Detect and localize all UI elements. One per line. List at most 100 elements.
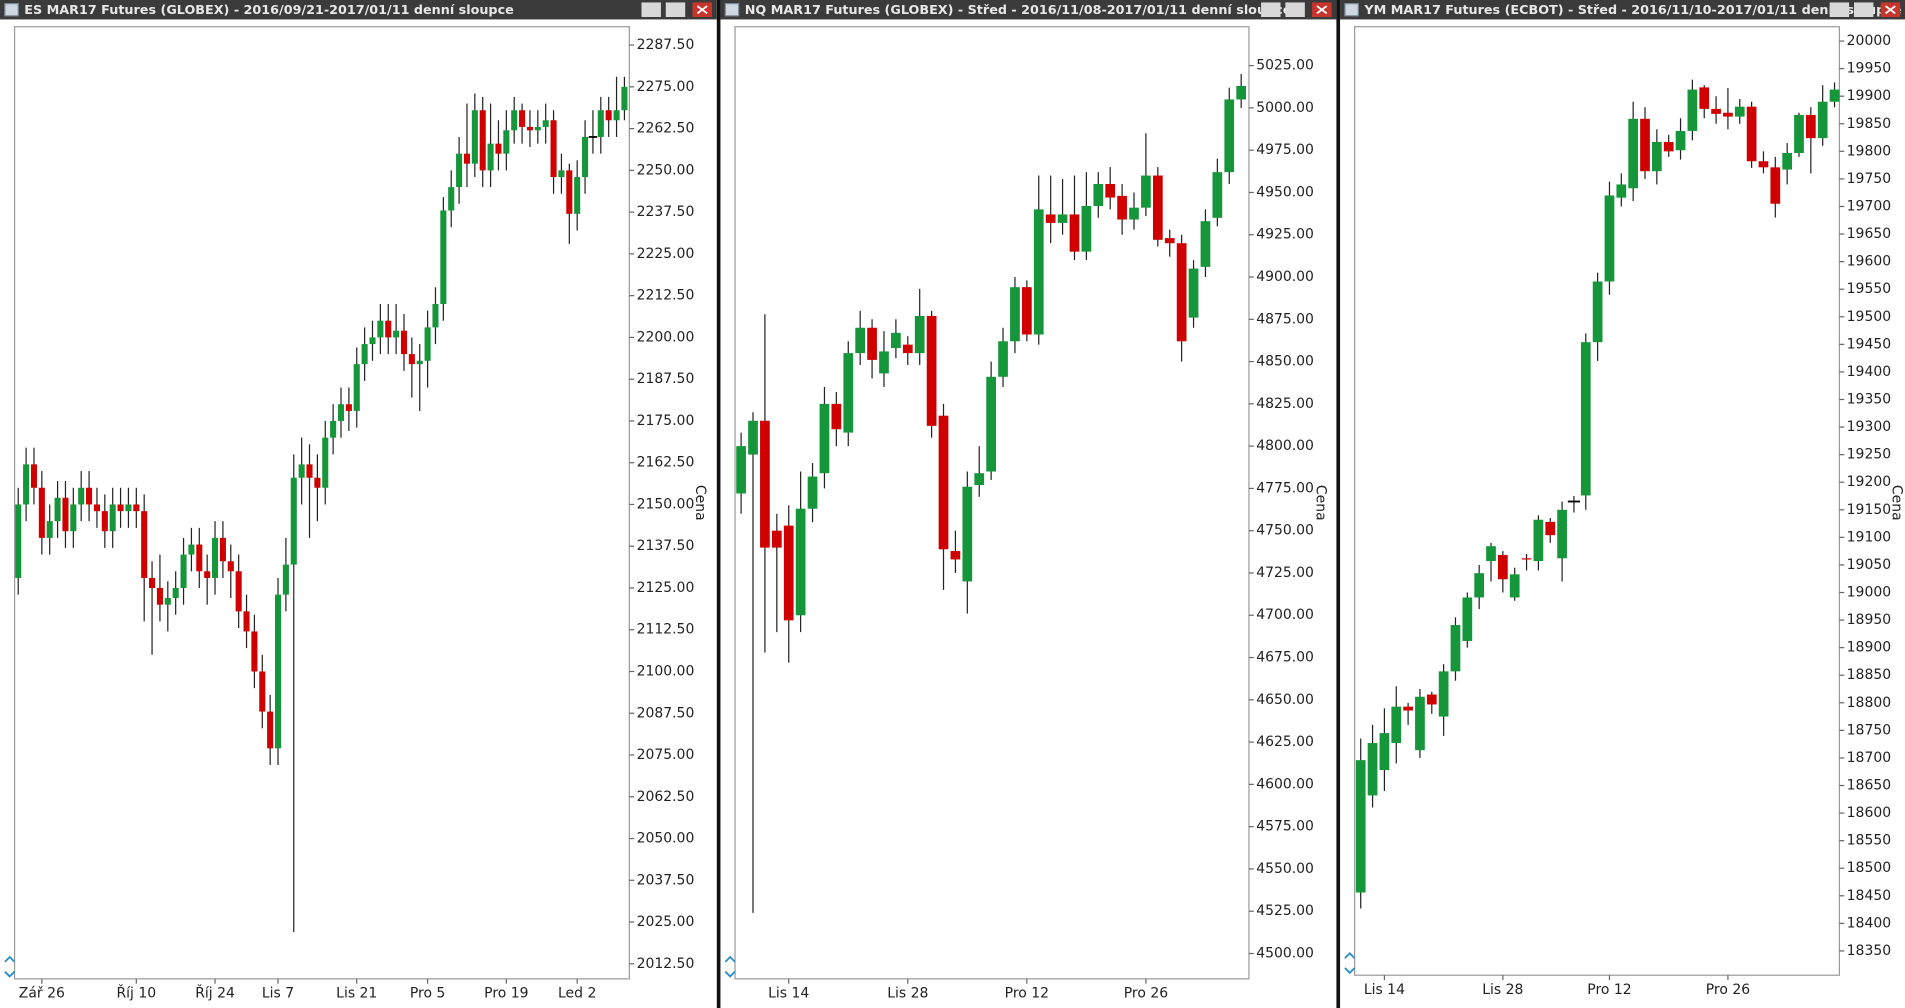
candle-body (1438, 671, 1449, 717)
y-tick-label: 4700.00 (1256, 607, 1314, 623)
candle-body (337, 404, 345, 421)
candle-body (1805, 114, 1816, 139)
candle-body (1403, 706, 1413, 711)
maximize-button[interactable] (1853, 2, 1874, 18)
candle-body (605, 110, 612, 121)
y-tick-label: 2012.50 (637, 956, 695, 972)
candle-body (1224, 99, 1235, 173)
candle-body (133, 504, 140, 512)
y-tick-label: 2187.50 (637, 371, 695, 387)
candle-body (1141, 175, 1151, 208)
candle-body (267, 711, 274, 749)
candle-body (1734, 106, 1745, 117)
window-title: YM MAR17 Futures (ECBOT) - Střed - 2016/… (1363, 3, 1901, 18)
y-tick-label: 4550.00 (1256, 861, 1314, 877)
candle-body (1426, 694, 1437, 705)
y-tick-label: 19000 (1847, 585, 1891, 601)
candle-body (243, 611, 250, 632)
candle-body (1462, 597, 1473, 642)
candle-body (1557, 509, 1567, 559)
y-tick-label: 2262.50 (637, 121, 695, 137)
candle-body (1355, 760, 1366, 893)
plot-area (1354, 26, 1841, 976)
candle-body (15, 504, 22, 578)
candle-body (1474, 573, 1485, 598)
candle-body (1069, 214, 1080, 252)
y-tick-label: 19950 (1847, 61, 1891, 77)
x-tick-label: Lis 7 (262, 985, 294, 1001)
x-tick-label: Říj 10 (116, 984, 156, 1001)
y-tick-label: 2250.00 (637, 162, 695, 178)
y-tick-label: 20000 (1847, 33, 1891, 49)
x-tick-label: Pro 5 (410, 985, 445, 1001)
candle-body (62, 497, 69, 532)
y-tick-label: 2150.00 (637, 496, 695, 512)
candle-body (164, 597, 171, 605)
close-icon (1316, 5, 1328, 15)
y-tick-label: 2200.00 (637, 329, 695, 345)
candle-body (1521, 558, 1532, 560)
window-title: NQ MAR17 Futures (GLOBEX) - Střed - 2016… (745, 3, 1292, 18)
minimize-button[interactable] (641, 2, 661, 18)
y-tick-label: 19400 (1847, 364, 1891, 380)
candle-body (1723, 112, 1733, 117)
candle-body (1117, 195, 1127, 220)
x-tick-label: Led 2 (558, 985, 596, 1001)
candle-body (855, 327, 866, 354)
y-tick-label: 19550 (1847, 281, 1891, 297)
candle-body (1152, 175, 1163, 240)
candle-body (188, 544, 195, 555)
y-tick-label: 18600 (1847, 805, 1891, 821)
y-axis-label: Cena (692, 485, 708, 521)
minimize-button[interactable] (1829, 2, 1850, 18)
candle-body (1486, 546, 1496, 562)
y-tick-label: 4525.00 (1256, 903, 1314, 919)
candle-body (574, 177, 581, 214)
candle-body (141, 511, 148, 578)
x-tick-label: Pro 12 (1587, 982, 1631, 998)
y-tick-label: 2062.50 (637, 789, 695, 805)
candle-body (582, 136, 589, 178)
minimize-button[interactable] (1261, 2, 1281, 18)
x-tick-label: Lis 21 (336, 985, 377, 1001)
scroll-icon[interactable] (1344, 952, 1356, 975)
candle-body (760, 420, 770, 548)
y-tick-label: 2137.50 (637, 538, 695, 554)
candle-body (204, 571, 211, 578)
candle-body (1746, 106, 1757, 162)
candle-body (1033, 209, 1044, 335)
scroll-icon[interactable] (724, 955, 736, 978)
x-tick-label: Lis 28 (887, 985, 928, 1001)
y-tick-label: 19350 (1847, 391, 1891, 407)
y-tick-label: 2112.50 (637, 622, 695, 638)
maximize-button[interactable] (1285, 2, 1305, 18)
candle-body (290, 477, 297, 565)
candle-body (196, 544, 203, 572)
y-tick-label: 4725.00 (1256, 565, 1314, 581)
y-tick-label: 19100 (1847, 529, 1891, 545)
candle-body (180, 554, 187, 588)
y-tick-label: 18850 (1847, 667, 1891, 683)
candle-body (172, 587, 179, 598)
candle-body (1770, 167, 1781, 204)
candle-body (306, 464, 313, 478)
candle-body (1533, 519, 1544, 562)
x-tick-label: Pro 19 (484, 985, 528, 1001)
candle-body (771, 530, 782, 548)
candle-body (938, 415, 949, 550)
scroll-icon[interactable] (4, 955, 16, 978)
y-tick-label: 18450 (1847, 888, 1891, 904)
candle-body (30, 464, 38, 488)
maximize-button[interactable] (665, 2, 686, 18)
y-tick-label: 2287.50 (637, 37, 695, 53)
candle-body (519, 110, 526, 127)
candle-body (400, 330, 408, 355)
candle-body (432, 304, 439, 328)
y-tick-label: 2175.00 (637, 413, 695, 429)
candle-body (526, 126, 533, 131)
x-tick-label: Lis 14 (768, 985, 809, 1001)
candle-body (101, 511, 108, 532)
y-tick-label: 19850 (1847, 116, 1891, 132)
window-icon (1344, 3, 1359, 17)
